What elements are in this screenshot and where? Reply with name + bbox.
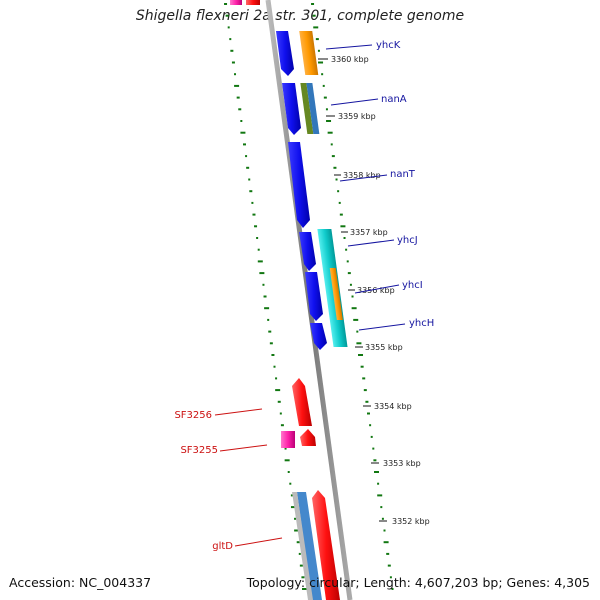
gene-nanA-olive xyxy=(300,83,314,134)
gene-gltD-grey xyxy=(292,492,313,600)
label-nanT: nanT xyxy=(390,169,416,180)
gene-yhcK xyxy=(299,31,319,75)
tick-marks: 3360 kbp 3359 kbp 3358 kbp 3357 kbp 3356… xyxy=(318,55,430,526)
gene-blue-4 xyxy=(299,232,316,271)
label-SF3255: SF3255 xyxy=(180,445,218,456)
gene-nanA-steel xyxy=(306,83,320,134)
svg-text:3357 kbp: 3357 kbp xyxy=(350,228,388,237)
label-yhcJ: yhcJ xyxy=(397,235,418,246)
gene-top-magenta[interactable] xyxy=(230,0,242,5)
tick-3355: 3355 kbp xyxy=(355,343,403,352)
label-yhcK: yhcK xyxy=(376,40,401,51)
gene-blue-3 xyxy=(288,142,310,228)
tick-3356: 3356 kbp xyxy=(348,286,395,295)
gene-blue-6 xyxy=(310,323,327,350)
gene-SF3256 xyxy=(292,378,312,426)
label-gltD: gltD xyxy=(212,541,233,552)
gene-blue-2 xyxy=(282,83,301,135)
tick-3352: 3352 kbp xyxy=(379,517,430,526)
genome-summary-text: Topology: circular; Length: 4,607,203 bp… xyxy=(246,575,590,590)
label-SF3256: SF3256 xyxy=(174,410,212,421)
genes-forward[interactable] xyxy=(299,31,348,347)
gene-yhcI xyxy=(329,268,343,320)
gene-SF3255 xyxy=(300,429,316,446)
genes-blue[interactable] xyxy=(276,31,327,350)
label-yhcH: yhcH xyxy=(409,318,434,329)
svg-text:3353 kbp: 3353 kbp xyxy=(383,459,421,468)
map-title: Shigella flexneri 2a str. 301, complete … xyxy=(135,8,465,24)
svg-text:3358 kbp: 3358 kbp xyxy=(343,171,381,180)
gene-magenta-small xyxy=(281,431,295,448)
tick-3359: 3359 kbp xyxy=(326,112,376,121)
tick-3358: 3358 kbp xyxy=(334,171,381,180)
svg-text:3355 kbp: 3355 kbp xyxy=(365,343,403,352)
tick-3354: 3354 kbp xyxy=(363,402,412,411)
label-nanA: nanA xyxy=(381,94,407,105)
gene-labels-right: yhcK nanA nanT yhcJ yhcI yhcH xyxy=(325,40,434,331)
svg-text:3359 kbp: 3359 kbp xyxy=(338,112,376,121)
svg-text:3354 kbp: 3354 kbp xyxy=(374,402,412,411)
accession-text: Accession: NC_004337 xyxy=(9,575,152,590)
gene-blue-5 xyxy=(305,272,323,321)
svg-text:3356 kbp: 3356 kbp xyxy=(357,286,395,295)
gene-top-red[interactable] xyxy=(246,0,260,5)
label-yhcI: yhcI xyxy=(402,280,423,291)
gene-gltD-steel xyxy=(297,492,322,600)
gene-blue-1 xyxy=(276,31,294,76)
svg-text:3360 kbp: 3360 kbp xyxy=(331,55,369,64)
tick-3357: 3357 kbp xyxy=(341,228,388,237)
gene-gltD-red xyxy=(312,490,340,600)
gene-labels-left: SF3256 SF3255 gltD xyxy=(174,408,283,552)
genes-red[interactable] xyxy=(281,378,340,600)
gc-skew-track-right xyxy=(311,3,394,590)
svg-text:3352 kbp: 3352 kbp xyxy=(392,517,430,526)
tick-3360: 3360 kbp xyxy=(318,55,369,64)
tick-3353: 3353 kbp xyxy=(371,459,421,468)
